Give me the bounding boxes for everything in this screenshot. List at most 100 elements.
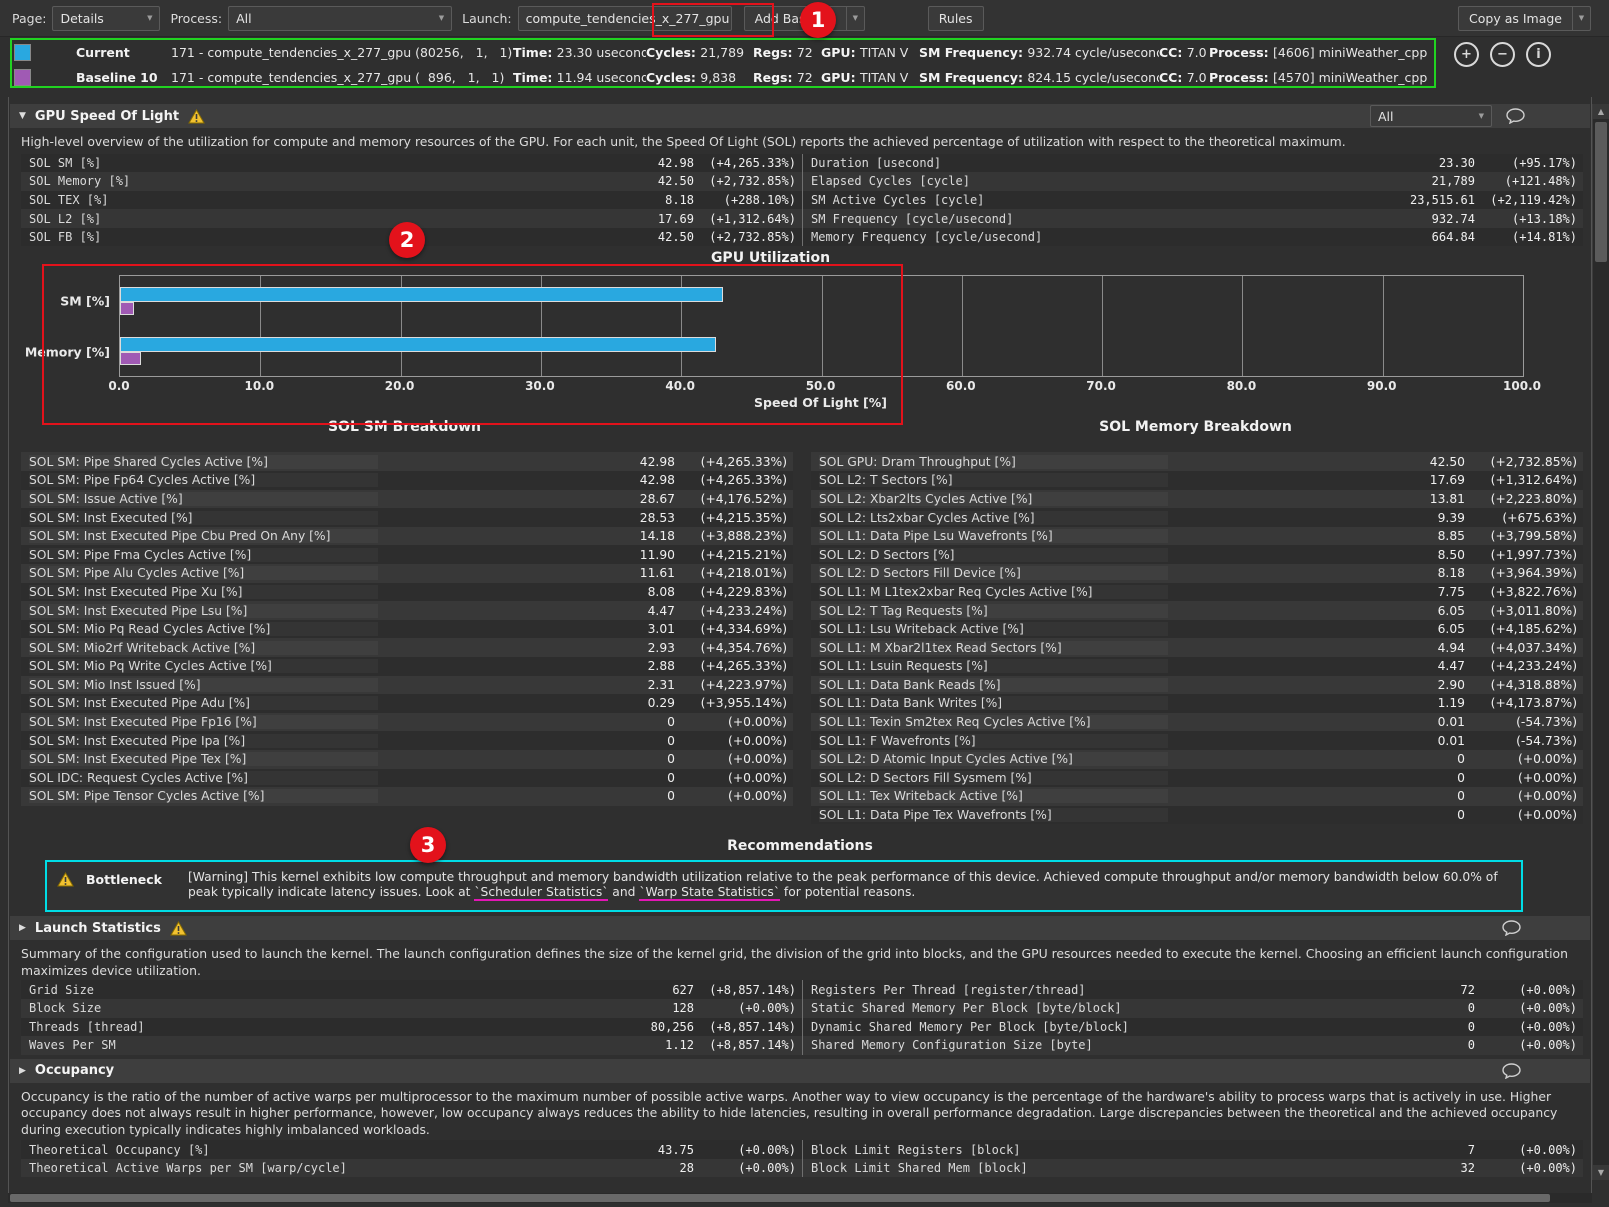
- metric-value: 0: [667, 789, 675, 804]
- launch-dropdown[interactable]: compute_tendencies_x_277_gpu ▼: [517, 5, 732, 31]
- metric-label: SOL FB [%]: [29, 230, 102, 245]
- metric-value: 42.50: [657, 230, 694, 245]
- warp-state-statistics-link[interactable]: `Warp State Statistics`: [639, 884, 780, 901]
- copy-as-image-button[interactable]: Copy as Image: [1458, 5, 1573, 31]
- metric-delta: (+13.18%): [1511, 211, 1577, 226]
- vertical-gridline: [400, 276, 402, 377]
- metric-label: Registers Per Thread [register/thread]: [811, 982, 1086, 997]
- rules-button[interactable]: Rules: [927, 5, 984, 31]
- metric-delta: (+2,732.85%): [709, 174, 796, 189]
- metric-delta: (+0.00%): [1519, 1142, 1577, 1157]
- metric-label: SOL SM: Inst Executed [%]: [29, 511, 378, 525]
- metric-delta: (+3,799.58%): [1490, 529, 1577, 544]
- launch-section-header[interactable]: ▶ Launch Statistics: [10, 916, 1590, 941]
- metric-value: 8.18: [665, 192, 694, 207]
- table-row: SOL L2 [%] 17.69 (+1,312.64%): [21, 209, 802, 228]
- metric-label: Theoretical Active Warps per SM [warp/cy…: [29, 1161, 347, 1176]
- page-dropdown-value: Details: [60, 10, 104, 26]
- minus-circle-button[interactable]: −: [1490, 42, 1515, 67]
- scroll-thumb[interactable]: [1595, 122, 1607, 262]
- metric-value: 42.50: [1429, 454, 1465, 469]
- vertical-scrollbar[interactable]: ▲ ▼: [1592, 104, 1609, 1180]
- scroll-up-button[interactable]: ▲: [1593, 104, 1609, 119]
- table-row: Elapsed Cycles [cycle] 21,789 (+121.48%): [803, 172, 1583, 191]
- vertical-gridline: [1242, 276, 1244, 377]
- chart-tick-label: 50.0: [805, 379, 836, 394]
- bottleneck-label: Bottleneck: [86, 872, 162, 888]
- table-row: Theoretical Active Warps per SM [warp/cy…: [21, 1158, 802, 1178]
- chart-tick-label: 90.0: [1366, 379, 1397, 394]
- page-dropdown[interactable]: Details ▼: [52, 5, 161, 31]
- vertical-gridline: [1102, 276, 1104, 377]
- scheduler-statistics-link[interactable]: `Scheduler Statistics`: [474, 884, 609, 901]
- metric-label: SOL L2: D Atomic Input Cycles Active [%]: [819, 752, 1168, 766]
- occupancy-section-header[interactable]: ▶ Occupancy: [10, 1058, 1590, 1083]
- result-filter-dropdown[interactable]: All ▼: [1370, 105, 1492, 127]
- metric-delta: (+4,354.76%): [700, 640, 787, 655]
- metric-label: SOL SM: Inst Executed Pipe Fp16 [%]: [29, 715, 378, 729]
- metric-label: SOL L1: Data Bank Writes [%]: [819, 696, 1168, 710]
- table-row: SOL SM: Pipe Shared Cycles Active [%] 42.…: [21, 452, 793, 472]
- bottleneck-text-part: [Warning] This kernel exhibits low compu…: [187, 870, 1498, 899]
- metric-value: 42.98: [639, 454, 675, 469]
- baseline-field-cycles: Cycles: 9,838: [646, 70, 737, 85]
- metric-delta: (+1,312.64%): [1490, 473, 1577, 488]
- metric-value: 8.18: [1437, 566, 1465, 581]
- baseline-name: Baseline 10: [76, 70, 158, 85]
- gpu-sol-section-header[interactable]: ▼ GPU Speed Of Light All ▼: [10, 104, 1590, 128]
- metric-value: 11.90: [639, 547, 675, 562]
- metric-delta: (+675.63%): [1502, 510, 1577, 525]
- baseline-row[interactable]: Current 171 - compute_tendencies_x_277_gp…: [0, 37, 1609, 65]
- comment-icon[interactable]: [1506, 108, 1525, 124]
- info-circle-button[interactable]: i: [1526, 42, 1551, 67]
- add-baseline-dropdown-arrow[interactable]: ▼: [846, 5, 865, 31]
- metric-delta: (+0.00%): [728, 715, 787, 730]
- metric-label: SOL SM: Pipe Fma Cycles Active [%]: [29, 548, 378, 562]
- metric-delta: (+8,857.14%): [709, 982, 796, 997]
- section-description: Summary of the configuration used to lau…: [21, 946, 1568, 978]
- metric-label: SOL SM [%]: [29, 155, 102, 170]
- baseline-actions: + − i: [1454, 42, 1551, 67]
- table-row: SOL L1: Data Pipe Lsu Wavefronts [%] 8.85…: [811, 526, 1583, 546]
- process-dropdown[interactable]: All ▼: [228, 5, 453, 31]
- metric-delta: (+0.00%): [738, 1161, 796, 1176]
- metric-delta: (+4,037.34%): [1490, 640, 1577, 655]
- metric-value: 0: [1467, 1019, 1475, 1034]
- metric-value: 6.05: [1437, 603, 1465, 618]
- metric-delta: (+4,176.52%): [700, 491, 787, 506]
- section-description: Occupancy is the ratio of the number of …: [21, 1088, 1558, 1137]
- horizontal-scrollbar[interactable]: [8, 1193, 1592, 1203]
- launch-tables: Grid Size 627 (+8,857.14%) Block Size 128 (+0…: [21, 980, 1583, 1055]
- chart-x-axis: 0.0 10.0 20.0 30.0 40.0 50.0 60.0 70.0 80.0 90.0 1…: [108, 377, 1541, 395]
- vertical-gridline: [821, 276, 823, 377]
- scroll-down-button[interactable]: ▼: [1593, 1165, 1609, 1180]
- chart-tick-label: 30.0: [525, 379, 555, 394]
- metric-label: SM Frequency [cycle/usecond]: [811, 211, 1014, 226]
- horizontal-scroll-thumb[interactable]: [10, 1194, 1550, 1202]
- metric-label: Static Shared Memory Per Block [byte/blo…: [811, 1001, 1122, 1016]
- table-row: Registers Per Thread [register/thread] 72…: [803, 980, 1583, 999]
- metric-label: Block Size: [29, 1001, 102, 1016]
- metric-value: 0.29: [647, 696, 675, 711]
- table-row: Static Shared Memory Per Block [byte/blo…: [803, 998, 1583, 1018]
- warning-icon: [169, 920, 187, 936]
- comment-icon[interactable]: [1502, 920, 1521, 937]
- metric-value: 0: [1457, 789, 1465, 804]
- metric-delta: (+0.00%): [1519, 1001, 1577, 1016]
- metric-label: SOL SM: Pipe Alu Cycles Active [%]: [29, 566, 378, 580]
- table-row: Theoretical Occupancy [%] 43.75 (+0.00%): [21, 1140, 802, 1159]
- sol-table-right: Duration [usecond] 23.30 (+95.17%) Elapsed …: [802, 153, 1583, 247]
- metric-value: 14.18: [639, 529, 675, 544]
- page-label: Page:: [12, 10, 47, 26]
- minus-icon: −: [1497, 47, 1508, 62]
- baseline-field-cc: CC: 7.0: [1159, 70, 1207, 85]
- comment-icon[interactable]: [1502, 1063, 1521, 1079]
- copy-as-image-dropdown-arrow[interactable]: ▼: [1573, 5, 1591, 31]
- metric-value: 2.90: [1437, 677, 1465, 692]
- metric-label: Memory Frequency [cycle/usecond]: [811, 230, 1043, 245]
- baseline-field-process: Process: [4606] miniWeather_cpp: [1209, 45, 1428, 60]
- plus-circle-button[interactable]: +: [1454, 42, 1479, 67]
- baseline-row[interactable]: Baseline 10 171 - compute_tendencies_x_27…: [0, 65, 1609, 90]
- metric-label: SOL L1: F Wavefronts [%]: [819, 734, 1168, 748]
- chevron-down-icon: ▼: [1478, 112, 1484, 120]
